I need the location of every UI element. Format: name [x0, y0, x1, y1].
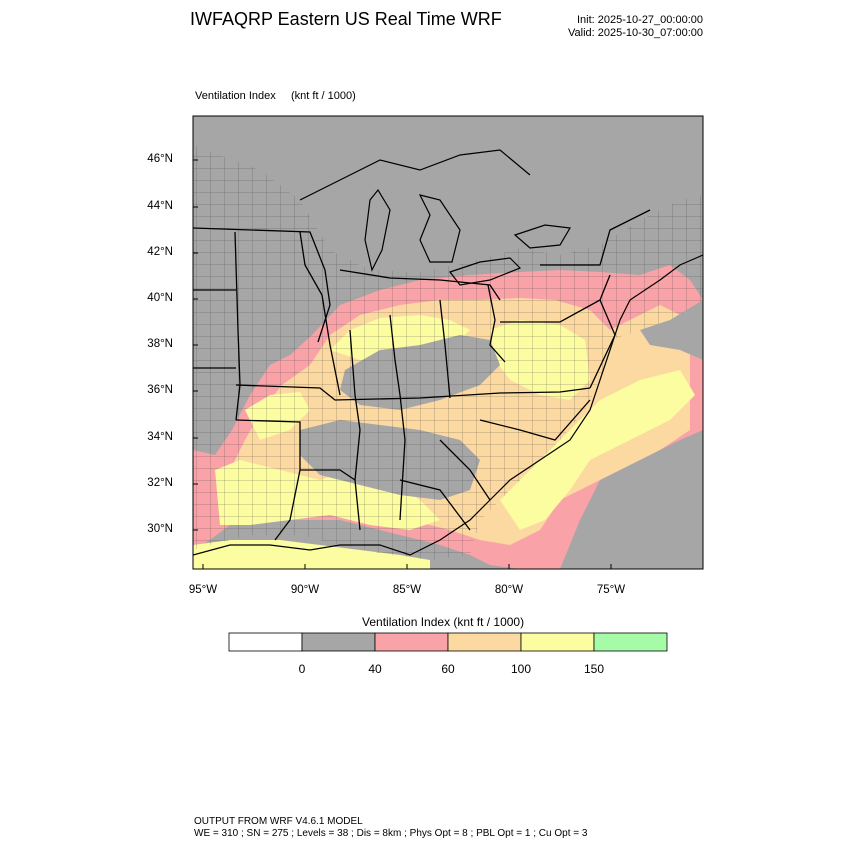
lat-label: 44°N [147, 200, 173, 212]
lat-label: 40°N [147, 292, 173, 304]
lat-label: 42°N [147, 246, 173, 258]
colorbar-title: Ventilation Index (knt ft / 1000) [362, 615, 525, 629]
lat-label: 34°N [147, 431, 173, 443]
vi-band-yellow-gulfwater [193, 540, 430, 569]
colorbar-box-5 [593, 632, 668, 652]
colorbar-box-3 [447, 632, 522, 652]
lat-label: 36°N [147, 384, 173, 396]
colorbar-tick: 60 [441, 662, 455, 676]
lon-label: 80°W [494, 584, 524, 596]
colorbar-tick: 100 [510, 662, 532, 676]
colorbar [228, 632, 668, 652]
colorbar-box-0 [228, 632, 303, 652]
colorbar-box-1 [301, 632, 376, 652]
vi-band-yellow-coast [500, 370, 695, 530]
state-boundaries [193, 209, 651, 541]
lat-label: 32°N [147, 477, 173, 489]
init-time: Init: 2025-10-27_00:00:00 [577, 14, 703, 26]
lat-label: 46°N [147, 153, 173, 165]
canada-region [193, 116, 703, 275]
colorbar-box-2 [374, 632, 449, 652]
colorbar-tick: 150 [583, 662, 605, 676]
colorbar-box-4 [520, 632, 595, 652]
vi-gray-ocean-east [560, 430, 703, 569]
field-units: (knt ft / 1000) [291, 90, 356, 102]
map-frame [192, 115, 704, 570]
map-frame-content [193, 116, 703, 569]
colorbar-tick: 0 [298, 662, 306, 676]
vi-gray-ocean-ne [640, 300, 703, 360]
footer-options-line: WE = 310 ; SN = 275 ; Levels = 38 ; Dis … [194, 828, 588, 839]
footer-model-line: OUTPUT FROM WRF V4.6.1 MODEL [194, 816, 363, 827]
county-texture [193, 145, 703, 560]
coastlines [193, 149, 703, 556]
lon-label: 75°W [596, 584, 626, 596]
colorbar-tick: 40 [368, 662, 382, 676]
valid-time: Valid: 2025-10-30_07:00:00 [568, 27, 703, 39]
axis-ticks [193, 159, 612, 569]
lon-label: 95°W [188, 584, 218, 596]
field-label: Ventilation Index [195, 90, 276, 102]
lat-label: 38°N [147, 338, 173, 350]
lat-label: 30°N [147, 523, 173, 535]
map-title: IWFAQRP Eastern US Real Time WRF [190, 9, 502, 29]
lon-label: 85°W [392, 584, 422, 596]
lon-label: 90°W [290, 584, 320, 596]
